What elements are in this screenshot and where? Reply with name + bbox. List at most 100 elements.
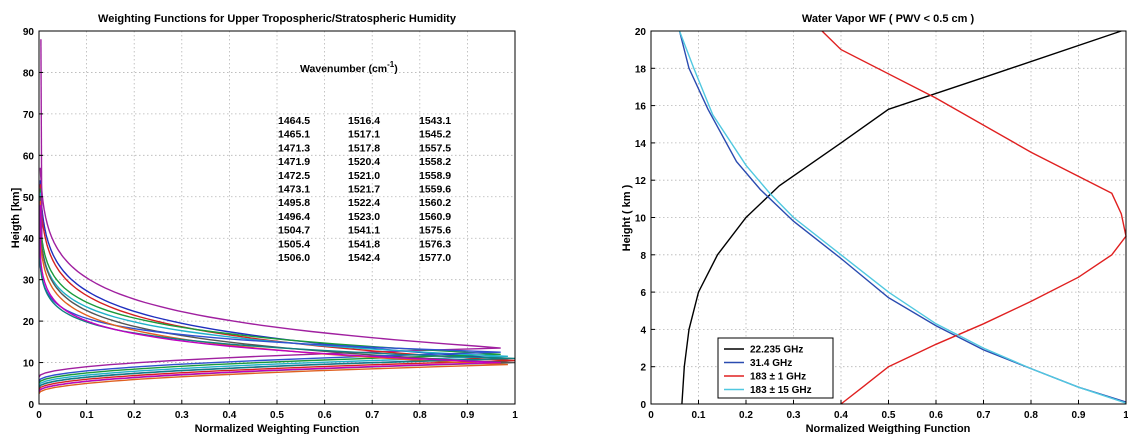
y-tick-label: 20 (23, 317, 35, 328)
y-tick-label: 50 (23, 193, 35, 204)
wavenumber-value: 1520.4 (348, 156, 380, 168)
left-weighting-curve (38, 205, 501, 392)
wavenumber-value: 1560.2 (419, 197, 451, 209)
wavenumber-value: 1464.5 (278, 115, 310, 127)
legend-label: 22.235 GHz (750, 345, 803, 356)
y-tick-label: 8 (640, 251, 646, 262)
left-weighting-tail (40, 39, 43, 239)
legend-label: 183 ± 15 GHz (750, 385, 812, 396)
wavenumber-value: 1558.2 (419, 156, 451, 168)
y-tick-label: 10 (635, 214, 647, 225)
x-tick-label: 0.6 (929, 410, 943, 421)
wavenumber-value: 1560.9 (419, 211, 451, 223)
wavenumber-heading: Wavenumber (cm-1) (300, 60, 398, 75)
chart-right-curves (678, 30, 1127, 405)
x-tick-label: 0.1 (692, 410, 706, 421)
legend-label: 183 ± 1 GHz (750, 372, 806, 383)
chart-left-title: Weighting Functions for Upper Tropospher… (98, 13, 457, 25)
wavenumber-value: 1505.4 (278, 238, 310, 250)
y-tick-label: 10 (23, 359, 35, 370)
chart-right: 0 0.1 0.2 0.3 0.4 0.5 0.6 0.7 0.8 0.9 1 0 2 4 6 8 10 12 1… (621, 13, 1128, 434)
wavenumber-value: 1471.3 (278, 142, 310, 154)
wavenumber-value: 1472.5 (278, 170, 310, 182)
x-tick-label: 0.9 (460, 410, 474, 421)
x-tick-label: 0.4 (222, 410, 236, 421)
y-tick-label: 0 (640, 400, 646, 411)
y-tick-label: 0 (28, 400, 34, 411)
x-tick-label: 0.4 (834, 410, 848, 421)
wavenumber-value: 1465.1 (278, 129, 310, 141)
y-tick-label: 16 (635, 102, 647, 113)
wavenumber-value: 1516.4 (348, 115, 380, 127)
wavenumber-value: 1545.2 (419, 129, 451, 141)
y-tick-label: 60 (23, 151, 35, 162)
y-tick-label: 4 (640, 325, 646, 336)
wavenumber-value: 1521.7 (348, 184, 380, 196)
chart-left-y-ticks: 0 10 20 30 40 50 60 70 80 90 (23, 27, 43, 411)
chart-right-x-ticks: 0 0.1 0.2 0.3 0.4 0.5 0.6 0.7 0.8 0.9 1 (648, 400, 1128, 421)
wavenumber-value: 1522.4 (348, 197, 380, 209)
legend-box (717, 337, 834, 399)
y-tick-label: 70 (23, 110, 35, 121)
x-tick-label: 0.1 (80, 410, 94, 421)
x-tick-label: 0.7 (365, 410, 379, 421)
right-series-line (821, 30, 1127, 405)
y-tick-label: 20 (635, 27, 647, 38)
wavenumber-value: 1542.4 (348, 252, 380, 264)
y-tick-label: 40 (23, 234, 35, 245)
y-tick-label: 6 (640, 288, 646, 299)
chart-left-y-label: Heigth [km] (10, 187, 22, 248)
x-tick-label: 1 (512, 410, 518, 421)
wavenumber-value: 1541.8 (348, 238, 380, 250)
x-tick-label: 0 (36, 410, 42, 421)
x-tick-label: 0.8 (1024, 410, 1038, 421)
chart-right-x-label: Normalized Weigthing Function (806, 423, 971, 434)
y-tick-label: 2 (640, 363, 646, 374)
chart-right-y-ticks: 0 2 4 6 8 10 12 14 16 18 20 (635, 27, 655, 411)
x-tick-label: 0.5 (270, 410, 284, 421)
wavenumber-value: 1541.1 (348, 225, 380, 237)
chart-left-x-ticks: 0 0.1 0.2 0.3 0.4 0.5 0.6 0.7 0.8 0.9 1 (36, 400, 518, 421)
wavenumber-value: 1517.8 (348, 142, 380, 154)
right-series-line (681, 30, 1122, 405)
y-tick-label: 18 (635, 64, 647, 75)
chart-left-curves (38, 39, 516, 395)
wavenumber-value: 1506.0 (278, 252, 310, 264)
wavenumber-value: 1575.6 (419, 225, 451, 237)
chart-right-y-label: Height ( km ) (621, 184, 633, 251)
x-tick-label: 0.6 (318, 410, 332, 421)
y-tick-label: 80 (23, 68, 35, 79)
x-tick-label: 0.2 (127, 410, 141, 421)
y-tick-label: 30 (23, 276, 35, 287)
wavenumber-value: 1521.0 (348, 170, 380, 182)
y-tick-label: 90 (23, 27, 35, 38)
x-tick-label: 0.5 (882, 410, 896, 421)
y-tick-label: 14 (635, 139, 647, 150)
right-series-line (678, 30, 1127, 404)
wavenumber-value: 1543.1 (419, 115, 451, 127)
wavenumber-value: 1559.6 (419, 184, 451, 196)
chart-right-legend: 22.235 GHz 31.4 GHz 183 ± 1 GHz 183 ± 15 GH… (717, 337, 834, 399)
legend-label: 31.4 GHz (750, 358, 792, 369)
wavenumber-value: 1523.0 (348, 211, 380, 223)
x-tick-label: 0.3 (175, 410, 189, 421)
chart-left: 0 0.1 0.2 0.3 0.4 0.5 0.6 0.7 0.8 0.9 1 0 10 20 30 40 5… (10, 13, 518, 434)
y-tick-label: 12 (635, 176, 647, 187)
wavenumber-value: 1495.8 (278, 197, 310, 209)
wavenumber-value: 1558.9 (419, 170, 451, 182)
wavenumber-value: 1471.9 (278, 156, 310, 168)
left-weighting-curve (38, 167, 501, 378)
x-tick-label: 0 (648, 410, 654, 421)
x-tick-label: 0.3 (787, 410, 801, 421)
x-tick-label: 0.8 (413, 410, 427, 421)
x-tick-label: 0.2 (739, 410, 753, 421)
wavenumber-value: 1496.4 (278, 211, 310, 223)
chart-right-title: Water Vapor WF ( PWV < 0.5 cm ) (802, 13, 975, 25)
x-tick-label: 0.7 (977, 410, 991, 421)
wavenumber-value: 1517.1 (348, 129, 380, 141)
x-tick-label: 1 (1123, 410, 1128, 421)
wavenumber-value: 1577.0 (419, 252, 451, 264)
wavenumber-value: 1576.3 (419, 238, 451, 250)
